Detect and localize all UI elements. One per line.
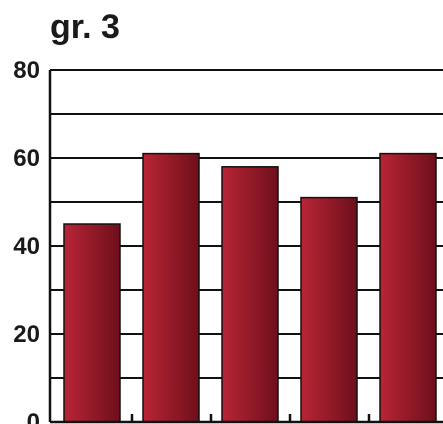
- bar-5: [379, 152, 437, 423]
- y-tick-label: 20: [13, 321, 40, 348]
- bar-2: [142, 152, 200, 423]
- bars: [63, 152, 437, 423]
- chart-title: gr. 3: [50, 8, 120, 46]
- bar-1: [63, 223, 121, 423]
- y-tick-label: 60: [13, 145, 40, 172]
- y-tick-labels: 0 20 40 60 80: [13, 57, 40, 424]
- axes: [48, 70, 443, 424]
- y-tick-label: 80: [13, 57, 40, 84]
- bar-3: [221, 166, 279, 423]
- bar-4: [300, 196, 358, 423]
- y-tick-label: 40: [13, 233, 40, 260]
- y-tick-label: 0: [27, 409, 40, 424]
